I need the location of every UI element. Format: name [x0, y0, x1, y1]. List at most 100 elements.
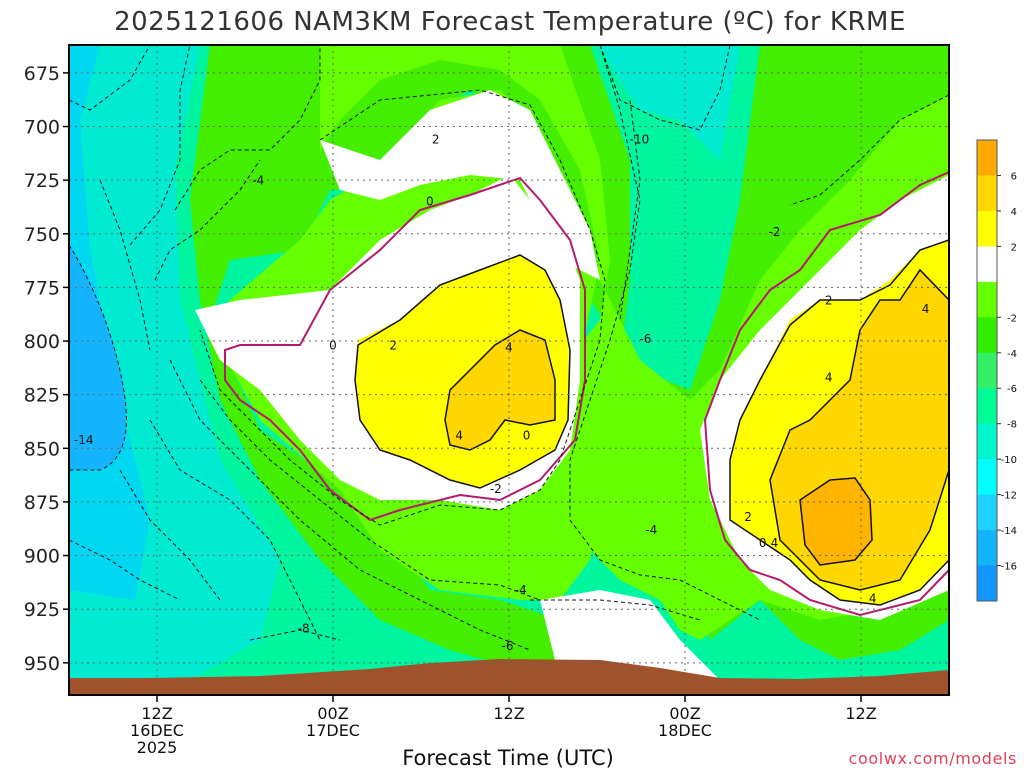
y-tick-label: 700: [24, 117, 60, 139]
x-axis-title: Forecast Time (UTC): [402, 746, 614, 768]
contour-label: -10: [630, 133, 650, 147]
colorbar-label: -2: [1007, 313, 1017, 324]
contour-line-minus4c: [174, 45, 761, 621]
fill-region-4-to-6-left: [445, 330, 555, 450]
fill-region-cold-minus10-top: [600, 45, 740, 160]
contour-line-minus14c: [69, 244, 127, 471]
colorbar-swatch: [977, 459, 997, 496]
contour-label: 0: [329, 338, 337, 352]
x-tick-label: 12Z: [845, 704, 876, 723]
contour-label: -4: [515, 583, 527, 597]
fill-region-6-to-8: [800, 478, 872, 565]
contour-line-0c-left: [224, 176, 586, 522]
contour-label: 0: [426, 195, 434, 209]
y-axis: 675 700 725 750 775 800 825 850 875 900 925 950: [24, 63, 69, 675]
contour-label: -4: [252, 173, 264, 187]
colorbar-swatch: [977, 423, 997, 460]
contour-line-6c-right: [799, 477, 873, 566]
x-tick-label: 2025: [137, 738, 178, 757]
colorbar-frame: [976, 139, 998, 602]
x-tick-label: 00Z: [317, 704, 348, 723]
colorbar-swatch: [977, 494, 997, 531]
chart-title: 2025121606 NAM3KM Forecast Temperature (…: [114, 7, 906, 37]
contour-label: 4: [455, 429, 463, 443]
contour-line-2c-left: [354, 254, 571, 489]
colorbar-label: 4: [1011, 207, 1017, 218]
contour-label: 4: [825, 371, 833, 385]
contour-label: 2: [432, 133, 440, 147]
contour-label: 2: [825, 293, 833, 307]
contour-line-minus12c: [69, 45, 181, 601]
x-tick-label: 16DEC: [130, 721, 184, 740]
colorbar-swatch: [977, 388, 997, 425]
y-tick-label: 875: [24, 492, 60, 514]
colorbar-label: -6: [1007, 384, 1017, 395]
contour-label: 4: [771, 536, 779, 550]
contour-label: 2: [744, 510, 752, 524]
contour-label: 4: [869, 592, 877, 606]
y-tick-label: 750: [24, 224, 60, 246]
y-tick-label: 950: [24, 653, 60, 675]
colorbar-swatch: [977, 246, 997, 283]
grid-lines: [69, 45, 949, 695]
contour-line-minus10c: [99, 45, 731, 601]
colorbar-swatch: [977, 281, 997, 318]
contour-label: -4: [645, 523, 657, 537]
colorbar-swatch: [977, 175, 997, 212]
contour-label: 4: [922, 302, 930, 316]
y-tick-label: 800: [24, 331, 60, 353]
contour-label: -14: [74, 433, 94, 447]
colorbar: -16 -14 -12 -10 -8 -6 -4 -2 2 4 6: [976, 139, 1017, 602]
contour-label: -6: [639, 332, 651, 346]
colorbar-swatch: [977, 530, 997, 567]
colorbar-label: -16: [1001, 562, 1017, 573]
colorbar-swatch: [977, 140, 997, 176]
contour-line-2c-right: [729, 239, 949, 606]
colorbar-label: -4: [1007, 349, 1017, 360]
x-tick-label: 17DEC: [306, 721, 360, 740]
contour-lines: [69, 45, 949, 651]
contour-line-minus6c: [154, 99, 641, 651]
y-tick-label: 775: [24, 277, 60, 299]
colorbar-label: -10: [1001, 455, 1017, 466]
colorbar-label: -12: [1001, 491, 1017, 502]
contour-line-4c-left: [444, 329, 556, 451]
contour-label: 4: [505, 341, 513, 355]
y-tick-label: 850: [24, 438, 60, 460]
fill-region-0-to-2-top: [320, 90, 600, 280]
colorbar-label: 2: [1011, 242, 1017, 253]
colorbar-swatch: [977, 210, 997, 247]
fill-region-lower-white: [540, 590, 720, 680]
contour-label: -6: [502, 639, 514, 653]
contour-label: 0: [523, 429, 531, 443]
contour-label: -2: [490, 482, 502, 496]
contour-label: 2: [389, 338, 397, 352]
contour-line-minus8c: [129, 45, 341, 641]
contour-line-4c-right: [769, 268, 949, 591]
contour-label: 0: [759, 536, 767, 550]
colorbar-label: -8: [1007, 420, 1017, 431]
y-tick-label: 925: [24, 599, 60, 621]
credit-text: coolwx.com/models: [849, 749, 1017, 768]
contour-label: -8: [298, 622, 310, 636]
fill-region-cold-minus16: [69, 245, 127, 470]
colorbar-label: -14: [1001, 526, 1017, 537]
y-tick-label: 675: [24, 63, 60, 85]
y-tick-label: 900: [24, 546, 60, 568]
colorbar-swatch: [977, 565, 997, 602]
y-tick-label: 725: [24, 170, 60, 192]
x-tick-label: 18DEC: [658, 721, 712, 740]
x-tick-label: 12Z: [493, 704, 524, 723]
contour-line-minus2c: [199, 89, 949, 621]
y-tick-label: 825: [24, 385, 60, 407]
x-tick-label: 00Z: [669, 704, 700, 723]
contour-line-0c-right: [703, 171, 949, 617]
x-tick-label: 12Z: [141, 704, 172, 723]
colorbar-label: 6: [1011, 171, 1017, 182]
contour-label: -2: [768, 225, 780, 239]
colorbar-swatch: [977, 352, 997, 389]
colorbar-swatch: [977, 317, 997, 354]
